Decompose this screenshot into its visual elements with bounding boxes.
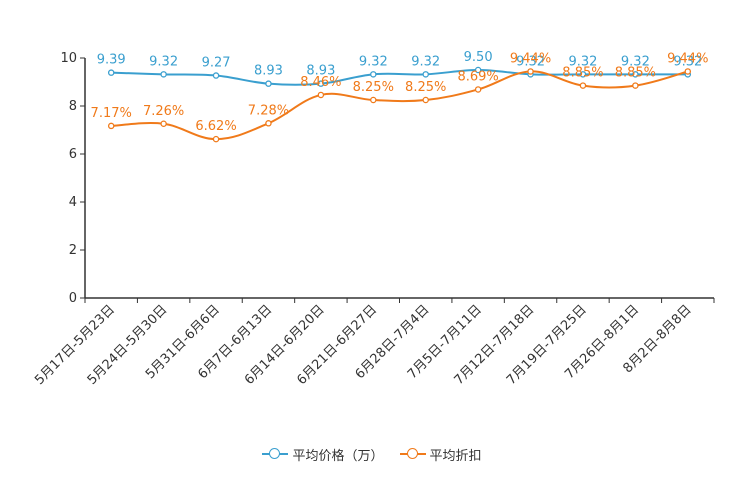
data-label-avg-price: 9.27: [202, 56, 231, 71]
legend-item-avg-discount[interactable]: 平均折扣: [399, 445, 482, 464]
data-label-avg-discount: 8.25%: [353, 80, 394, 95]
legend-marker-avg-price: [262, 447, 289, 461]
data-point-avg-price[interactable]: [212, 72, 220, 79]
y-tick-label: 2: [69, 243, 77, 258]
data-label-avg-discount: 7.28%: [248, 103, 289, 118]
data-label-avg-price: 8.93: [306, 64, 335, 79]
data-point-avg-price[interactable]: [317, 80, 325, 87]
data-point-avg-discount[interactable]: [632, 82, 639, 89]
data-point-avg-price[interactable]: [579, 71, 587, 78]
data-label-avg-discount: 8.25%: [405, 80, 446, 95]
series-layer: [107, 66, 692, 143]
data-point-avg-discount[interactable]: [579, 82, 587, 89]
data-label-avg-price: 9.32: [673, 54, 702, 69]
data-label-avg-discount: 7.17%: [91, 106, 132, 121]
data-point-avg-discount[interactable]: [265, 120, 272, 127]
legend-marker-avg-discount: [399, 447, 426, 461]
data-point-avg-discount[interactable]: [107, 122, 115, 130]
data-point-avg-discount[interactable]: [422, 96, 429, 104]
data-label-avg-price: 9.32: [411, 54, 440, 69]
data-point-avg-price[interactable]: [632, 71, 639, 78]
data-label-avg-price: 9.32: [149, 54, 178, 69]
legend-label-avg-price: 平均价格（万）: [292, 448, 384, 464]
data-label-avg-price: 9.50: [464, 50, 493, 65]
y-tick-label: 4: [69, 195, 77, 210]
data-point-avg-discount[interactable]: [370, 96, 377, 104]
data-point-avg-discount[interactable]: [212, 135, 220, 143]
data-point-avg-price[interactable]: [265, 80, 272, 87]
data-label-avg-discount: 8.85%: [562, 66, 603, 81]
data-point-avg-discount[interactable]: [527, 68, 534, 75]
data-point-avg-price[interactable]: [370, 71, 377, 78]
series-line-avg-discount: [111, 70, 689, 141]
legend-item-avg-price[interactable]: 平均价格（万）: [262, 445, 384, 464]
data-label-avg-discount: 8.85%: [615, 66, 656, 81]
data-label-avg-discount: 6.62%: [195, 119, 236, 134]
y-tick-label: 0: [69, 291, 77, 306]
data-label-avg-price: 9.32: [516, 54, 545, 69]
data-labels-layer: 9.39 9.32 9.27 8.93 8.93 9.32 9.32 9.50 9.32 9.32…: [91, 50, 709, 134]
data-point-avg-price[interactable]: [474, 66, 482, 74]
data-point-avg-discount[interactable]: [474, 86, 482, 93]
y-tick-label: 6: [69, 147, 77, 162]
y-tick-label: 8: [69, 99, 77, 114]
data-point-avg-price[interactable]: [422, 71, 429, 78]
data-label-avg-price: 9.39: [97, 53, 126, 68]
data-label-avg-price: 9.32: [621, 54, 650, 69]
series-line-avg-price: [111, 68, 688, 86]
data-label-avg-price: 9.32: [359, 54, 388, 69]
x-axis-ticks: 5月17日-5月23日5月24日-5月30日5月31日-6月6日6月7日-6月1…: [32, 298, 715, 388]
data-label-avg-discount: 8.46%: [300, 75, 341, 90]
data-label-avg-price: 8.93: [254, 64, 283, 79]
data-label-avg-discount: 7.26%: [143, 104, 184, 119]
data-point-avg-price[interactable]: [160, 71, 167, 78]
legend-label-avg-discount: 平均折扣: [429, 448, 482, 464]
y-tick-label: 10: [60, 51, 77, 66]
data-point-avg-discount[interactable]: [317, 91, 325, 99]
data-point-avg-price[interactable]: [107, 69, 115, 76]
data-point-avg-discount[interactable]: [684, 68, 692, 75]
data-label-avg-discount: 9.44%: [510, 51, 551, 66]
legend: 平均价格（万） 平均折扣: [0, 444, 744, 464]
data-label-avg-discount: 8.69%: [457, 69, 498, 84]
data-point-avg-discount[interactable]: [160, 120, 167, 128]
y-axis-ticks: 0 2 4 6 8 10: [60, 51, 85, 306]
data-label-avg-discount: 9.44%: [667, 51, 708, 66]
data-label-avg-price: 9.32: [568, 54, 597, 69]
